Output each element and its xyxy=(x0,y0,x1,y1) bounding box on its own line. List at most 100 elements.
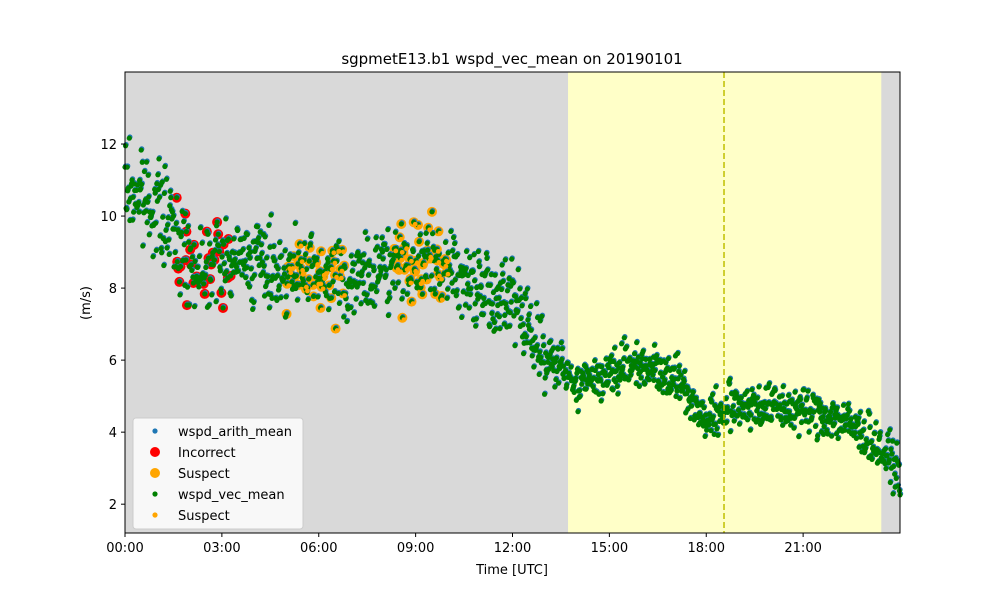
vec-mean-point xyxy=(520,351,527,357)
vec-mean-point xyxy=(618,341,625,347)
vec-mean-point xyxy=(281,271,288,277)
vec-mean-point xyxy=(882,446,889,452)
x-axis-label: Time [UTC] xyxy=(475,563,548,578)
legend-marker-0 xyxy=(152,428,158,434)
vec-mean-point xyxy=(708,428,714,434)
vec-mean-point xyxy=(177,292,183,298)
vec-mean-point xyxy=(176,279,182,285)
vec-mean-point xyxy=(586,372,592,379)
vec-mean-point xyxy=(560,363,566,369)
vec-mean-point xyxy=(610,358,617,365)
suspect-small-point xyxy=(420,278,426,284)
suspect-small-point xyxy=(398,269,404,275)
suspect-small-point xyxy=(414,260,420,266)
vec-mean-point xyxy=(892,471,898,477)
vec-mean-point xyxy=(450,234,457,241)
suspect-small-point xyxy=(445,271,451,277)
vec-mean-point xyxy=(139,159,145,165)
vec-mean-point xyxy=(614,383,620,390)
suspect-small-point xyxy=(398,236,404,242)
vec-mean-point xyxy=(747,427,753,433)
vec-mean-point xyxy=(153,247,159,254)
vec-mean-point xyxy=(470,269,476,275)
y-axis-label: (m/s) xyxy=(79,286,94,320)
vec-mean-point xyxy=(138,186,144,192)
vec-mean-point xyxy=(254,224,261,230)
vec-mean-point xyxy=(266,305,272,311)
suspect-small-point xyxy=(404,246,409,252)
vec-mean-point xyxy=(540,343,547,349)
vec-mean-point xyxy=(713,384,719,390)
vec-mean-point xyxy=(615,391,621,397)
vec-mean-point xyxy=(576,388,583,394)
vec-mean-point xyxy=(465,272,471,279)
vec-mean-point xyxy=(866,411,872,417)
vec-mean-point xyxy=(523,296,529,302)
vec-mean-point xyxy=(225,236,232,242)
chart-title: sgpmetE13.b1 wspd_vec_mean on 20190101 xyxy=(341,50,682,69)
vec-mean-point xyxy=(177,264,184,270)
vec-mean-point xyxy=(214,219,220,225)
suspect-small-point xyxy=(342,293,348,298)
vec-mean-point xyxy=(550,345,556,351)
vec-mean-point xyxy=(471,278,478,284)
vec-mean-point xyxy=(539,313,545,319)
vec-mean-point xyxy=(294,297,300,303)
vec-mean-point xyxy=(163,176,170,182)
vec-mean-point xyxy=(473,323,479,329)
vec-mean-point xyxy=(293,285,299,292)
y-axis: 2 4 6 8 10 12 xyxy=(100,138,125,513)
vec-mean-point xyxy=(167,188,173,194)
vec-mean-point xyxy=(247,255,253,261)
vec-mean-point xyxy=(895,483,901,489)
vec-mean-point xyxy=(755,417,761,423)
vec-mean-point xyxy=(779,422,786,428)
vec-mean-point xyxy=(592,367,598,374)
vec-mean-point xyxy=(608,353,614,359)
vec-mean-point xyxy=(884,452,890,459)
vec-mean-point xyxy=(282,248,288,254)
vec-mean-point xyxy=(785,392,792,399)
vec-mean-point xyxy=(365,272,372,278)
vec-mean-point xyxy=(791,425,797,431)
vec-mean-point xyxy=(643,363,649,369)
vec-mean-point xyxy=(423,230,429,236)
vec-mean-point xyxy=(240,247,246,253)
vec-mean-point xyxy=(261,263,267,269)
vec-mean-point xyxy=(212,237,219,243)
vec-mean-point xyxy=(276,283,282,289)
vec-mean-point xyxy=(330,279,336,285)
vec-mean-point xyxy=(257,255,263,261)
vec-mean-point xyxy=(676,363,682,369)
vec-mean-point xyxy=(168,195,174,201)
vec-mean-point xyxy=(863,436,869,443)
vec-mean-point xyxy=(731,418,737,424)
vec-mean-point xyxy=(699,400,705,406)
suspect-small-point xyxy=(422,262,428,268)
vec-mean-point xyxy=(208,277,214,283)
vec-mean-point xyxy=(359,269,365,275)
vec-mean-point xyxy=(373,235,379,241)
vec-mean-point xyxy=(573,375,579,382)
vec-mean-point xyxy=(571,389,577,396)
vec-mean-point xyxy=(136,177,143,184)
vec-mean-point xyxy=(592,358,598,364)
suspect-small-point xyxy=(439,297,445,303)
vec-mean-point xyxy=(559,346,565,352)
vec-mean-point xyxy=(877,430,883,436)
vec-mean-point xyxy=(266,222,272,228)
vec-mean-point xyxy=(515,267,521,273)
legend-marker-3 xyxy=(152,491,158,497)
vec-mean-point xyxy=(475,248,481,255)
suspect-small-point xyxy=(408,280,414,286)
vec-mean-point xyxy=(657,370,663,376)
vec-mean-point xyxy=(744,417,751,423)
legend-box xyxy=(132,417,304,530)
vec-mean-point xyxy=(549,364,555,370)
vec-mean-point xyxy=(251,299,257,305)
vec-mean-point xyxy=(377,272,383,278)
vec-mean-point xyxy=(480,312,486,318)
vec-mean-point xyxy=(205,231,211,237)
vec-mean-point xyxy=(353,296,359,302)
vec-mean-point xyxy=(821,424,827,430)
